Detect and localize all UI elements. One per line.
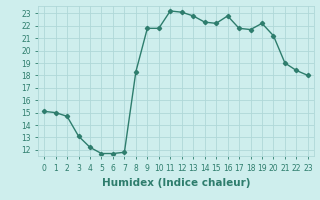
X-axis label: Humidex (Indice chaleur): Humidex (Indice chaleur) bbox=[102, 178, 250, 188]
